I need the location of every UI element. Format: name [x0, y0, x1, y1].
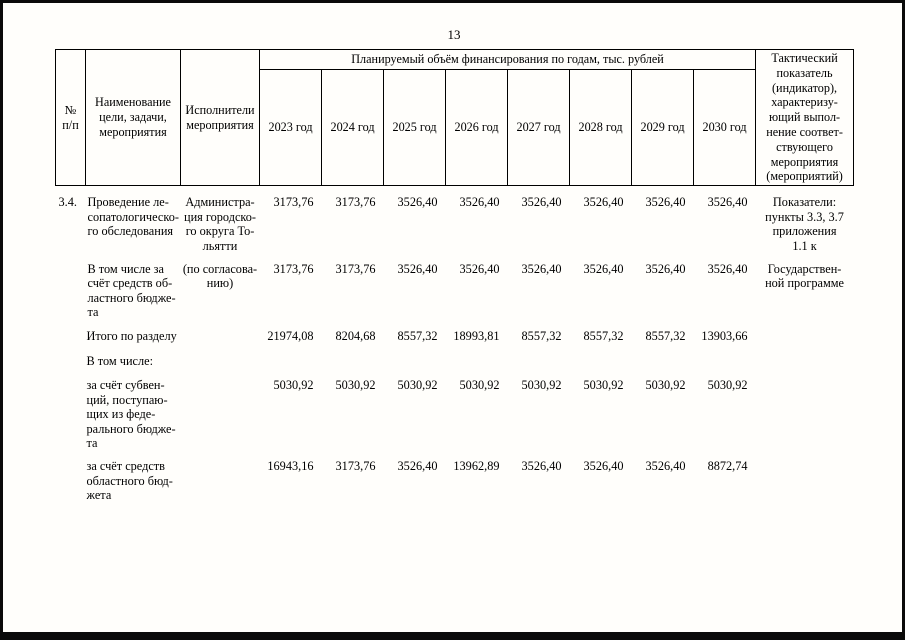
- table-body: 3.4. Проведение ле- сопатологическо- го …: [56, 186, 854, 503]
- cell-value-2029: 3526,40: [645, 195, 686, 210]
- page-number: 13: [447, 27, 461, 42]
- cell-indicator: [756, 344, 854, 369]
- cell-value-2023: 16943,16: [267, 459, 314, 474]
- column-header-year-2030: 2030 год: [692, 68, 757, 187]
- cell-executor: [181, 368, 260, 451]
- header-row-top: № п/п Наименование цели, задачи, меропри…: [55, 48, 855, 187]
- column-header-year-2026: 2026 год: [445, 68, 508, 187]
- cell-value-2030: 13903,66: [701, 328, 748, 343]
- cell-value-2027: 3526,40: [521, 195, 562, 210]
- cell-value-2029: 5030,92: [645, 378, 686, 393]
- cell-value-2025: 3526,40: [397, 459, 438, 474]
- cell-value-2026: 3526,40: [459, 195, 500, 210]
- cell-value-2023: 3173,76: [273, 261, 314, 276]
- column-header-year-2029: 2029 год: [631, 68, 694, 187]
- cell-indicator: [756, 320, 854, 344]
- cell-number: 3.4.: [58, 195, 77, 210]
- cell-value-2028: 3526,40: [583, 195, 624, 210]
- table-row: за счёт средств областного бюд- жета 169…: [56, 451, 854, 503]
- cell-value-2027: 5030,92: [521, 378, 562, 393]
- cell-value-2028: 3526,40: [583, 261, 624, 276]
- cell-name: за счёт субвен- ций, поступаю- щих из фе…: [86, 378, 176, 451]
- column-header-year-2023: 2023 год: [259, 68, 322, 187]
- cell-name: за счёт средств областного бюд- жета: [86, 459, 173, 503]
- cell-value-2028: 5030,92: [583, 378, 624, 393]
- cell-value-2023: 3173,76: [273, 195, 314, 210]
- cell-value-2024: 5030,92: [335, 378, 376, 393]
- cell-value-2024: 8204,68: [335, 328, 376, 343]
- table-row: В том числе:: [56, 344, 854, 369]
- column-header-year-2024: 2024 год: [321, 68, 384, 187]
- cell-value-2023: 5030,92: [273, 378, 314, 393]
- cell-name: В том числе за счёт средств об- ластного…: [87, 261, 176, 320]
- cell-value-2023: 21974,08: [267, 328, 314, 343]
- cell-name: Проведение ле- сопатологическо- го обсле…: [87, 195, 179, 239]
- cell-value-2024: 3173,76: [335, 195, 376, 210]
- cell-name: Итого по разделу: [86, 328, 177, 343]
- cell-value-2027: 3526,40: [521, 261, 562, 276]
- column-header-financing: Планируемый объём финансирования по года…: [258, 49, 757, 70]
- cell-executor: Администра- ция городско- го округа То- …: [183, 195, 257, 253]
- cell-indicator: Государствен- ной программе: [765, 261, 845, 291]
- table-row: 3.4. Проведение ле- сопатологическо- го …: [56, 186, 854, 254]
- cell-value-2029: 8557,32: [645, 328, 686, 343]
- cell-value-2030: 8872,74: [707, 459, 748, 474]
- cell-executor: [181, 320, 260, 344]
- table-row: В том числе за счёт средств об- ластного…: [56, 254, 854, 320]
- cell-value-2025: 3526,40: [397, 261, 438, 276]
- cell-value-2030: 3526,40: [707, 261, 748, 276]
- cell-value-2028: 3526,40: [583, 459, 624, 474]
- cell-indicator: [756, 368, 854, 451]
- column-header-num: № п/п: [55, 48, 86, 187]
- column-header-year-2027: 2027 год: [507, 68, 570, 187]
- cell-executor: [181, 344, 260, 369]
- table-header: № п/п Наименование цели, задачи, меропри…: [55, 48, 855, 187]
- cell-value-2027: 3526,40: [521, 459, 562, 474]
- financing-table: № п/п Наименование цели, задачи, меропри…: [55, 48, 855, 503]
- cell-value-2026: 5030,92: [459, 378, 500, 393]
- column-header-name: Наименование цели, задачи, мероприятия: [85, 48, 181, 187]
- cell-value-2030: 5030,92: [707, 378, 748, 393]
- cell-value-2026: 3526,40: [459, 261, 500, 276]
- column-header-executors: Исполнители мероприятия: [180, 48, 260, 187]
- cell-values-empty: [260, 344, 756, 369]
- cell-value-2029: 3526,40: [645, 459, 686, 474]
- cell-executor: [181, 451, 260, 503]
- column-header-year-2028: 2028 год: [569, 68, 632, 187]
- cell-value-2025: 8557,32: [397, 328, 438, 343]
- cell-value-2026: 18993,81: [453, 328, 500, 343]
- cell-indicator: [756, 451, 854, 503]
- header-row-years: 2023 год 2024 год 2025 год 2026 год 2027…: [56, 68, 854, 187]
- cell-value-2024: 3173,76: [335, 459, 376, 474]
- cell-number: [56, 254, 86, 320]
- cell-value-2025: 5030,92: [397, 378, 438, 393]
- cell-value-2026: 13962,89: [453, 459, 500, 474]
- cell-value-2027: 8557,32: [521, 328, 562, 343]
- column-header-year-2025: 2025 год: [383, 68, 446, 187]
- cell-executor: (по согласова- нию): [182, 261, 258, 291]
- cell-value-2028: 8557,32: [583, 328, 624, 343]
- table-row: Итого по разделу 21974,08 8204,68 8557,3…: [56, 320, 854, 344]
- cell-value-2029: 3526,40: [645, 261, 686, 276]
- cell-value-2030: 3526,40: [707, 195, 748, 210]
- table-row: за счёт субвен- ций, поступаю- щих из фе…: [56, 368, 854, 451]
- cell-value-2024: 3173,76: [335, 261, 376, 276]
- column-header-indicator: Тактический показатель (индикатор), хара…: [755, 48, 855, 187]
- cell-name: В том числе:: [86, 353, 154, 368]
- cell-value-2025: 3526,40: [397, 195, 438, 210]
- cell-indicator: Показатели: пункты 3.3, 3.7 приложения 1…: [765, 195, 844, 253]
